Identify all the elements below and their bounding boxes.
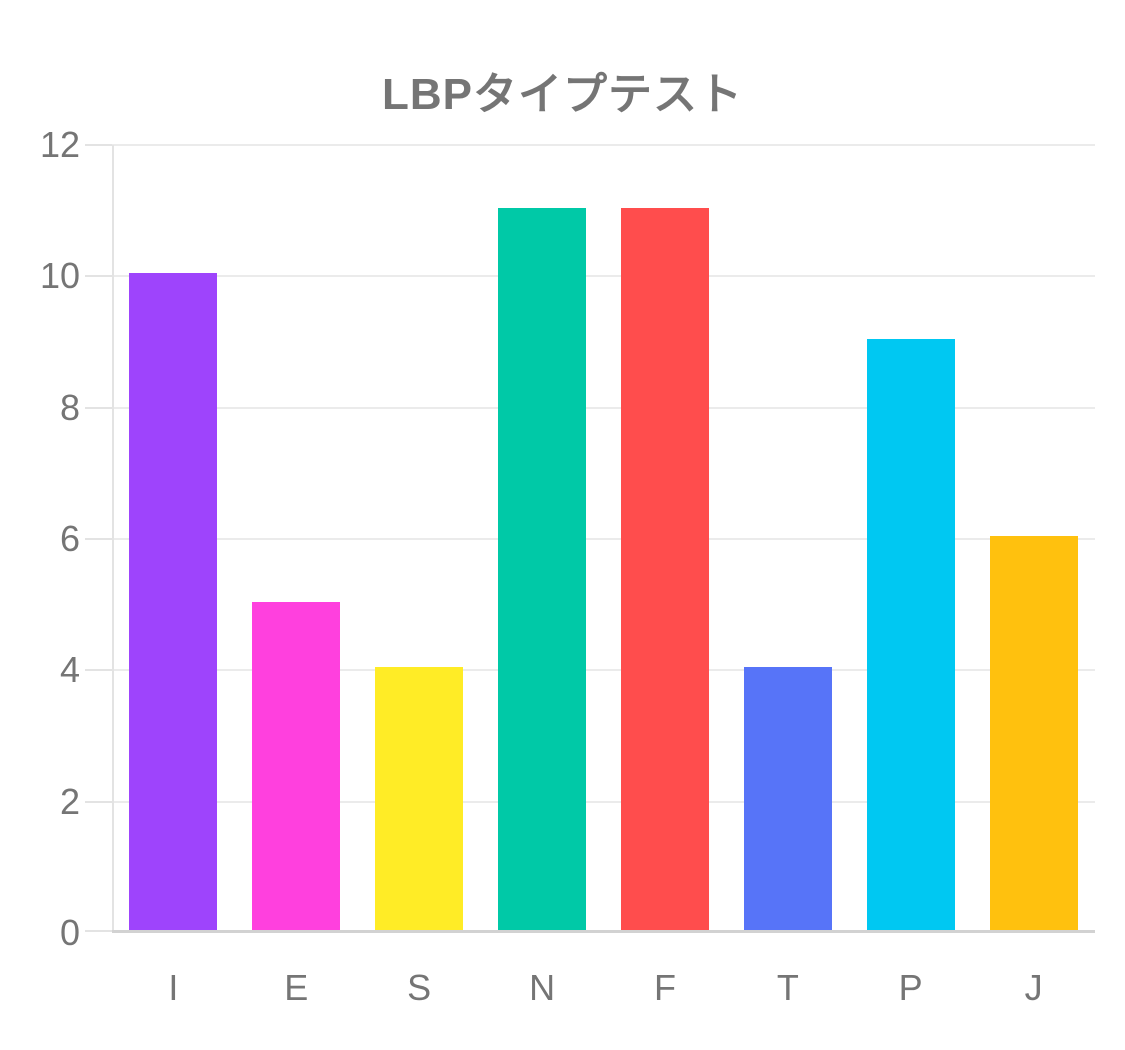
y-tick-4 [85,669,112,672]
y-tick-label: 12 [39,124,80,165]
bar-J [989,536,1078,930]
plot-area: 0 2 4 6 8 10 12 I E S N F T P J [40,124,1095,1008]
gridline-8 [112,406,1095,409]
y-tick-label: 8 [59,386,80,428]
y-tick-label: 10 [39,255,80,297]
y-tick-2 [85,800,112,803]
bar-T [743,667,832,930]
x-tick-label: S [407,967,432,1008]
bar-N [498,207,587,930]
y-tick-label: 2 [59,780,80,822]
x-tick-label: I [168,967,179,1008]
y-axis-line [112,145,114,933]
x-tick-label: P [898,967,923,1008]
gridline-4 [112,669,1095,672]
y-tick-8 [85,406,112,409]
gridline-10 [112,275,1095,278]
bar-S [375,667,464,930]
bar-I [129,273,218,930]
y-tick-0 [85,930,112,932]
gridline-6 [112,538,1095,540]
x-tick-label: J [1024,967,1043,1008]
gridline-2 [112,800,1095,803]
y-tick-label: 0 [59,912,80,953]
bar-P [866,339,955,930]
y-tick-label: 4 [59,649,80,691]
x-tick-label: F [653,967,676,1008]
gridline-12 [112,144,1095,146]
y-tick-12 [85,144,112,146]
x-tick-label: E [284,967,309,1008]
x-tick-label: T [776,967,799,1008]
bar-E [252,601,341,930]
x-tick-label: N [529,967,556,1008]
chart-title: LBPタイプテスト [382,70,743,119]
y-tick-10 [85,275,112,278]
bar-F [620,207,709,930]
gridline-0 [112,930,1095,933]
y-tick-label: 6 [59,518,80,559]
y-tick-6 [85,538,112,540]
